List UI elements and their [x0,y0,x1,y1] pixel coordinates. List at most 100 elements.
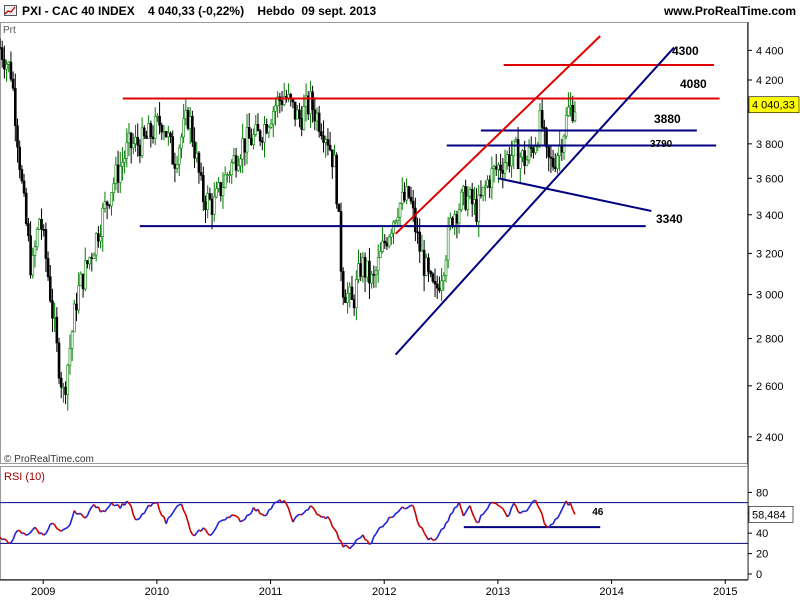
rsi-segment [342,544,346,548]
candle-body [202,175,205,203]
rsi-segment [349,545,353,550]
rsi-segment [454,506,458,509]
rsi-segment [69,517,73,525]
rsi-segment [261,513,265,517]
candle-body [94,233,98,256]
rsi-segment [242,518,246,522]
candle-body [108,204,111,207]
candle-body [422,249,426,276]
rsi-segment [397,509,401,513]
candle-body [352,299,356,309]
rsi-segment [213,526,218,532]
candle-body [501,170,505,174]
candle-body [0,47,2,49]
candle-body [333,154,336,168]
rsi-segment [191,533,195,537]
candle-body [269,123,273,128]
candle-body [158,115,161,126]
rsi-segment [430,537,434,541]
candle-body [348,286,352,294]
candle-body [40,218,43,230]
rsi-segment [528,503,532,508]
rsi-segment [344,544,349,548]
chart-header: PXI - CAC 40 INDEX 4 040,33 (-0,22%) Heb… [0,0,800,22]
candle-body [376,257,380,272]
candle-body [64,386,67,396]
candle-body [455,214,459,224]
candle-body [459,191,463,211]
candle-body [171,136,175,165]
candle-body [177,147,181,165]
rsi-segment [47,523,52,530]
rsi-segment [5,539,10,544]
rsi-segment [296,513,300,517]
rsi-segment [301,512,305,516]
rsi-segment [73,510,78,515]
rsi-segment [3,538,8,542]
rsi-segment [541,514,546,524]
price-y-tick-label: 4 200 [756,75,784,87]
candle-body [38,218,41,230]
rsi-segment [530,500,535,505]
candle-body [156,115,159,118]
candle-body [409,196,413,202]
x-tick-label: 2010 [145,586,169,598]
candle-body [383,240,387,244]
rsi-segment [441,527,445,530]
candle-body [169,132,172,137]
rsi-segment [335,531,340,540]
candle-body [5,64,8,70]
rsi-segment [506,514,510,518]
rsi-segment [434,536,438,541]
rsi-segment [1,538,5,541]
candle-body [518,156,522,170]
chart-settings-icon[interactable] [4,5,17,16]
candle-body [394,220,397,223]
candle-body [215,188,218,198]
candle-body [545,128,548,148]
candle-body [3,59,6,70]
rsi-segment [373,533,377,538]
rsi-segment [569,503,574,510]
candle-body [7,61,11,65]
rsi-segment [515,505,519,512]
rsi-segment [561,504,565,511]
candle-body [250,138,253,146]
candle-body [99,236,102,242]
price-y-tick-label: 3 800 [756,139,784,151]
candle-body [339,211,343,272]
candle-body [457,209,461,224]
rsi-segment [264,514,268,517]
candle-body [405,186,408,201]
candle-body [57,342,61,379]
rsi-segment [292,517,296,523]
price-y-tick-label: 2 400 [756,432,784,444]
rsi-segment [218,520,222,524]
rsi-segment [198,529,202,532]
chart-title: PXI - CAC 40 INDEX 4 040,33 (-0,22%) Heb… [22,4,377,18]
rsi-segment [513,502,517,507]
candle-body [186,110,190,129]
candle-body [361,257,365,277]
candle-body [114,164,118,184]
candle-body [317,112,321,132]
candle-body [532,148,535,153]
candle-body [16,125,19,148]
candle-body [86,260,89,265]
rsi-segment [211,530,215,535]
rsi-segment [169,512,174,517]
candle-body [538,109,542,146]
rsi-segment [128,502,132,507]
rsi-segment [270,504,274,510]
rsi-segment [289,515,294,523]
rsi-segment [220,519,224,522]
rsi-segment [8,541,12,545]
rsi-segment [82,515,86,519]
x-tick-label: 2012 [372,586,396,598]
candle-body [424,257,428,276]
candle-body [75,303,78,311]
rsi-segment [500,506,504,510]
rsi-segment [392,512,397,518]
rsi-segment [486,503,491,509]
